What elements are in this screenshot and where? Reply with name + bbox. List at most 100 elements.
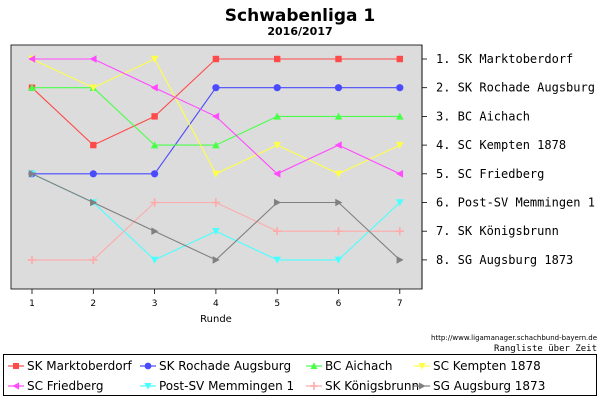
data-point: [334, 256, 343, 264]
data-point: [334, 227, 343, 236]
data-point: [28, 55, 36, 63]
plot-area: [10, 44, 423, 290]
ranking-label: 8. SG Augsburg 1873: [436, 253, 573, 267]
source-url: http://www.ligamanager.schachbund-bayern…: [431, 334, 597, 342]
data-point: [396, 199, 404, 207]
data-point: [396, 112, 404, 120]
legend-label: BC Aichach: [325, 358, 393, 373]
legend-item: SC Friedberg: [8, 376, 103, 395]
x-tick-label: 7: [397, 299, 403, 309]
legend-swatch: [414, 381, 430, 390]
x-tick-label: 2: [90, 299, 96, 309]
legend-marker: [12, 381, 20, 390]
chart-title: Schwabenliga 1: [225, 6, 375, 26]
data-point: [212, 256, 220, 264]
series: [27, 198, 404, 265]
data-point: [273, 170, 281, 178]
data-point: [28, 170, 36, 178]
ranking-label: 5. SC Friedberg: [436, 167, 544, 181]
legend-label: Post-SV Memmingen 1: [159, 378, 295, 393]
legend-marker: [144, 382, 152, 390]
data-point: [150, 55, 159, 63]
data-point: [396, 55, 403, 63]
legend-swatch: [8, 362, 24, 369]
data-point: [396, 141, 404, 149]
legend-marker: [418, 362, 426, 370]
data-point: [212, 112, 220, 121]
x-axis-label: Runde: [200, 314, 232, 325]
x-tick-label: 1: [29, 299, 35, 309]
ranking-label: 6. Post-SV Memmingen 1: [436, 196, 595, 210]
data-point: [273, 141, 281, 149]
ranking-label: 3. BC Aichach: [436, 109, 530, 123]
data-point: [212, 84, 220, 92]
legend-marker: [310, 381, 318, 390]
legend-item: SC Kempten 1878: [414, 356, 541, 375]
legend-swatch: [414, 362, 430, 370]
x-tick-label: 6: [336, 299, 342, 309]
legend-item: SK Königsbrunn: [306, 376, 419, 395]
ranking-label: 4. SC Kempten 1878: [436, 138, 566, 152]
series-layer: [27, 55, 404, 265]
data-point: [273, 112, 281, 120]
data-point: [150, 141, 159, 149]
data-point: [89, 170, 97, 178]
data-point: [151, 170, 159, 178]
data-point: [27, 255, 37, 265]
legend-item: BC Aichach: [306, 356, 393, 375]
legend-item: SK Rochade Augsburg: [140, 356, 291, 375]
legend-marker: [418, 381, 426, 390]
legend-item: SK Marktoberdorf: [8, 356, 132, 375]
x-axis: 1 2 3 4 5 6 7: [29, 289, 403, 309]
data-point: [211, 198, 221, 207]
series: [28, 84, 404, 178]
data-point: [334, 112, 343, 120]
ranking-label: 2. SK Rochade Augsburg: [436, 81, 595, 95]
chart-subtitle: 2016/2017: [267, 25, 332, 38]
caption: Rangliste über Zeit: [494, 344, 597, 354]
legend-marker: [144, 362, 152, 369]
data-point: [212, 227, 220, 235]
data-point: [396, 170, 404, 178]
data-point: [396, 84, 404, 92]
data-point: [274, 55, 281, 63]
data-point: [151, 113, 158, 120]
ranking-labels: 1. SK Marktoberdorf 2. SK Rochade Augsbur…: [422, 52, 595, 267]
data-point: [89, 84, 98, 92]
legend-marker: [13, 362, 19, 369]
legend-label: SG Augsburg 1873: [433, 378, 546, 393]
data-point: [334, 170, 343, 178]
data-point: [150, 198, 159, 207]
data-point: [273, 256, 281, 264]
data-point: [28, 83, 36, 91]
legend-marker: [310, 361, 318, 369]
legend-swatch: [140, 362, 156, 369]
data-point: [212, 141, 220, 149]
legend-item: Post-SV Memmingen 1: [140, 376, 294, 395]
data-point: [151, 227, 159, 235]
data-point: [273, 198, 281, 207]
data-point: [396, 256, 404, 264]
x-tick-label: 4: [213, 299, 219, 309]
data-point: [395, 227, 404, 236]
legend-label: SK Marktoberdorf: [27, 358, 132, 373]
legend-swatch: [140, 382, 156, 390]
legend-item: SG Augsburg 1873: [414, 376, 545, 395]
data-point: [90, 141, 97, 149]
series: [28, 55, 404, 178]
legend-swatch: [306, 381, 322, 390]
legend-label: SC Friedberg: [27, 378, 104, 393]
data-point: [334, 141, 342, 149]
x-tick-label: 3: [152, 299, 158, 309]
data-point: [334, 84, 343, 92]
data-point: [273, 227, 282, 236]
legend-swatch: [306, 361, 322, 369]
data-point: [212, 55, 220, 63]
data-point: [335, 55, 342, 63]
data-point: [89, 255, 98, 265]
data-point: [335, 198, 343, 207]
series: [28, 170, 404, 264]
data-point: [150, 256, 159, 264]
legend-label: SC Kempten 1878: [433, 358, 541, 373]
ranking-label: 7. SK Königsbrunn: [436, 224, 559, 238]
